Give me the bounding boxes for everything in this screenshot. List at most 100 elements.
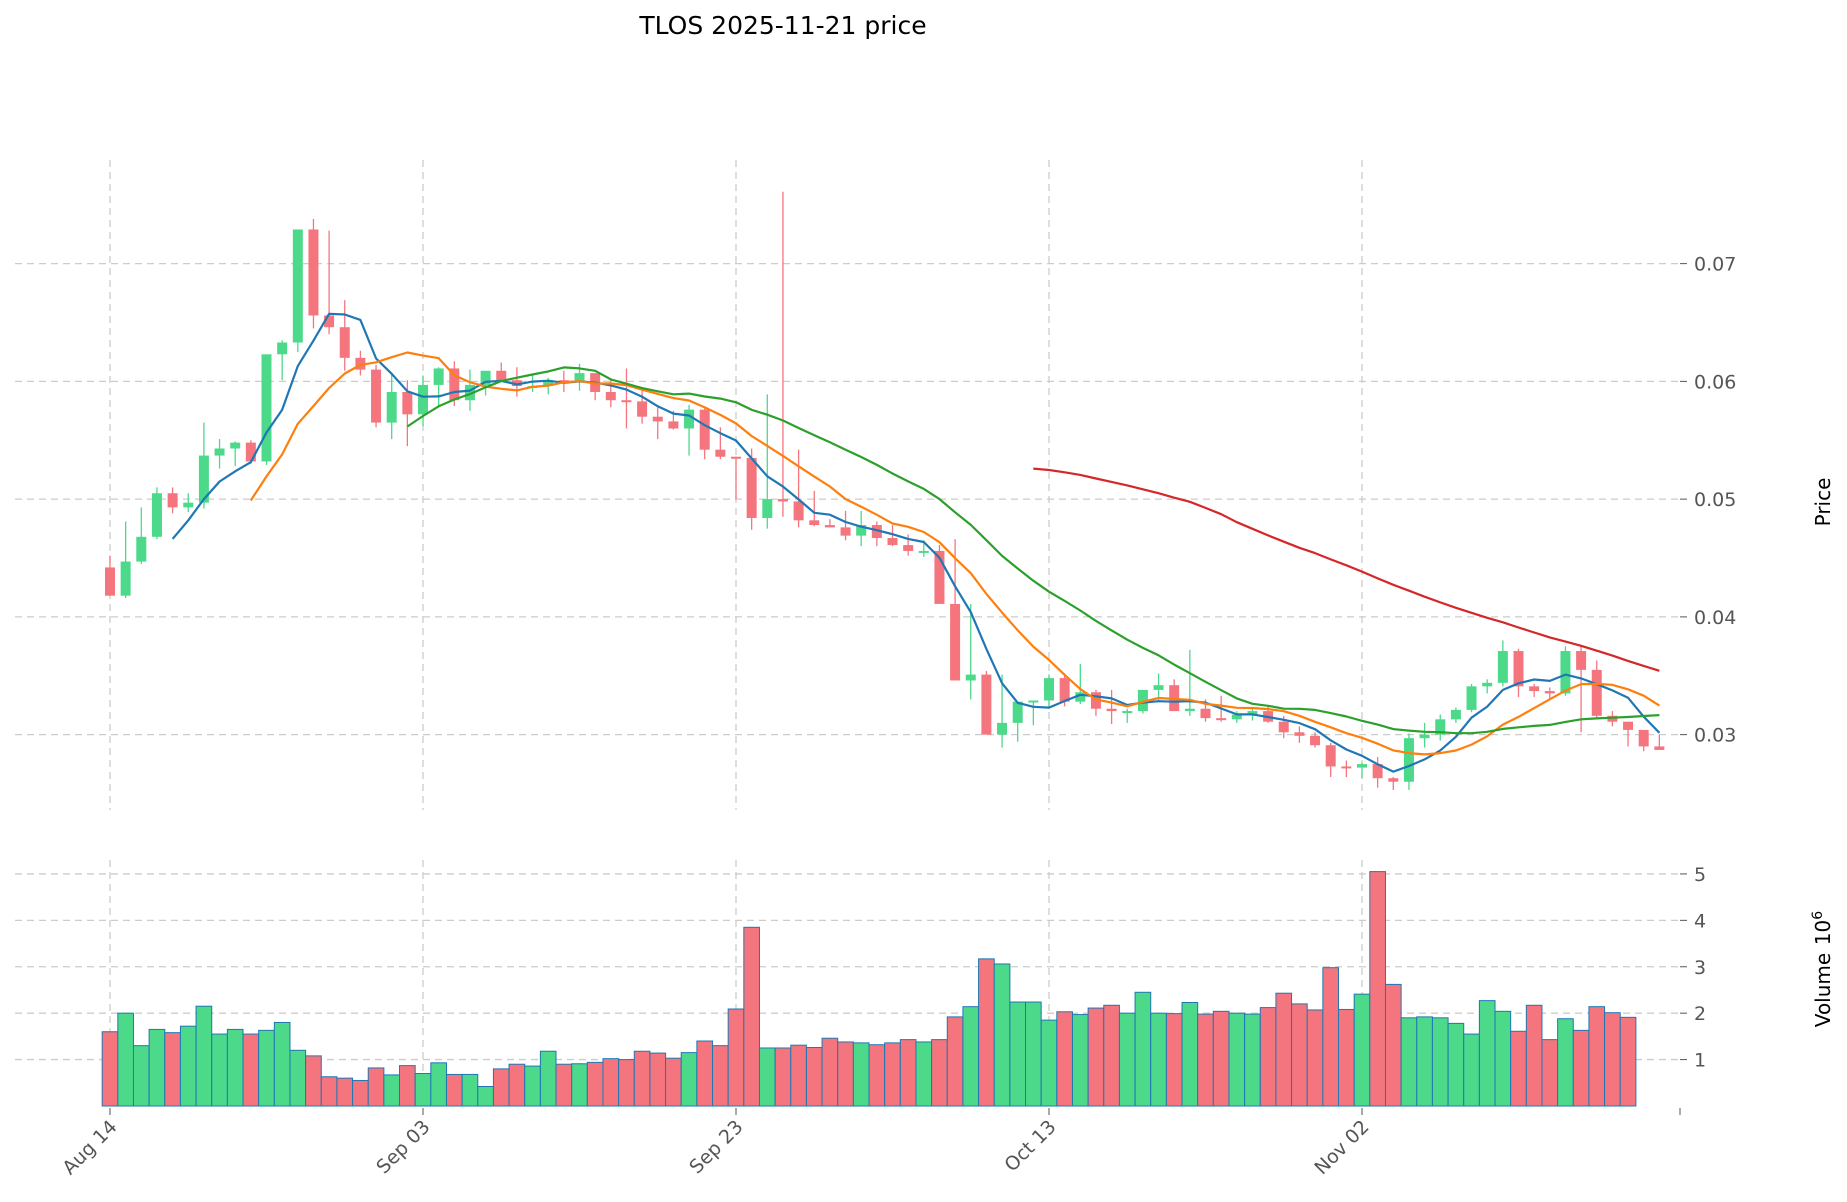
price-tick-label: 0.03 bbox=[1694, 725, 1736, 747]
candle-body bbox=[261, 354, 272, 462]
volume-tick-label: 5 bbox=[1694, 864, 1706, 886]
volume-bar bbox=[1181, 1001, 1199, 1107]
volume-bar bbox=[477, 1086, 494, 1107]
volume-bar bbox=[1463, 1033, 1480, 1107]
candle-body bbox=[230, 442, 241, 449]
volume-bar bbox=[727, 1008, 745, 1107]
volume-bar bbox=[367, 1067, 385, 1107]
volume-bar bbox=[1510, 1030, 1527, 1107]
volume-bar bbox=[1228, 1012, 1246, 1107]
candle-body bbox=[496, 370, 507, 381]
volume-bar bbox=[226, 1028, 244, 1107]
volume-bar bbox=[1197, 1013, 1214, 1107]
candle-body bbox=[1638, 729, 1649, 747]
volume-bar bbox=[430, 1062, 447, 1107]
candle-body bbox=[371, 369, 382, 423]
volume-bar bbox=[1353, 993, 1371, 1107]
candle-body bbox=[1482, 682, 1493, 687]
volume-bar bbox=[1494, 1010, 1512, 1107]
volume-bar bbox=[1306, 1009, 1324, 1107]
candle-body bbox=[1153, 685, 1164, 690]
candle-body bbox=[1560, 651, 1571, 694]
candle-body bbox=[621, 400, 632, 403]
volume-panel bbox=[101, 871, 1637, 1107]
volume-bar bbox=[383, 1074, 401, 1107]
candle-body bbox=[746, 457, 757, 518]
candle-body bbox=[887, 537, 898, 546]
volume-bar bbox=[618, 1059, 635, 1107]
candle-body bbox=[245, 442, 256, 462]
candle-body bbox=[1419, 734, 1430, 739]
candle-body bbox=[386, 391, 397, 423]
volume-bar bbox=[242, 1033, 260, 1107]
candle-body bbox=[1137, 689, 1148, 712]
candle-body bbox=[449, 368, 460, 401]
candle-body bbox=[1247, 711, 1258, 715]
candle-body bbox=[1497, 651, 1508, 683]
candle-body bbox=[1529, 686, 1540, 692]
volume-tick-label: 4 bbox=[1694, 910, 1706, 932]
volume-bar bbox=[273, 1021, 291, 1107]
volume-bar bbox=[1009, 1001, 1027, 1107]
volume-bar bbox=[148, 1028, 166, 1107]
volume-bar bbox=[211, 1033, 228, 1107]
candle-body bbox=[1310, 735, 1321, 746]
candle-body bbox=[856, 525, 867, 536]
candle-body bbox=[339, 327, 350, 358]
volume-bar bbox=[1431, 1017, 1449, 1107]
candle-body bbox=[1294, 732, 1305, 736]
candle-body bbox=[699, 409, 710, 450]
volume-bar bbox=[1400, 1017, 1418, 1107]
volume-tick-label: 1 bbox=[1694, 1050, 1706, 1072]
volume-bar bbox=[1572, 1029, 1590, 1107]
date-tick-label: Sep 03 bbox=[372, 1116, 434, 1178]
volume-bar bbox=[1338, 1008, 1355, 1107]
volume-bar bbox=[399, 1065, 416, 1107]
candle-body bbox=[136, 536, 147, 562]
volume-bar bbox=[1275, 992, 1293, 1107]
candle-body bbox=[871, 525, 882, 538]
volume-bar bbox=[1619, 1016, 1637, 1107]
volume-bar bbox=[1056, 1011, 1073, 1107]
ma-line-ma20 bbox=[406, 366, 1660, 735]
price-tick-label: 0.04 bbox=[1694, 607, 1736, 629]
candle-body bbox=[1403, 738, 1414, 782]
candle-body bbox=[668, 421, 679, 429]
price-tick-label: 0.07 bbox=[1694, 254, 1736, 276]
volume-bar bbox=[1525, 1004, 1543, 1107]
volume-bar bbox=[539, 1050, 557, 1107]
candle-body bbox=[824, 525, 835, 528]
candle-body bbox=[151, 493, 162, 537]
candle-body bbox=[1122, 711, 1133, 714]
candle-body bbox=[793, 501, 804, 521]
candle-body bbox=[198, 455, 209, 503]
volume-bar bbox=[1118, 1012, 1136, 1107]
candle-body bbox=[1450, 709, 1461, 720]
volume-bar bbox=[852, 1042, 870, 1107]
candle-body bbox=[1357, 764, 1367, 768]
candle-body bbox=[120, 561, 131, 596]
candle-body bbox=[1216, 718, 1227, 721]
candle-body bbox=[418, 384, 428, 415]
candle-body bbox=[1372, 764, 1383, 779]
volume-bar bbox=[132, 1045, 150, 1107]
volume-axis-label: Volume bbox=[1811, 953, 1835, 1027]
candle-body bbox=[605, 391, 616, 401]
volume-bar bbox=[680, 1052, 698, 1107]
volume-bar bbox=[1212, 1010, 1230, 1107]
candle-body bbox=[1184, 708, 1195, 712]
candle-body bbox=[464, 384, 475, 401]
price-tick-label: 0.05 bbox=[1694, 489, 1736, 511]
volume-bar bbox=[164, 1032, 181, 1107]
volume-bar bbox=[492, 1068, 510, 1107]
volume-bar bbox=[1557, 1018, 1574, 1107]
volume-bar bbox=[962, 1006, 980, 1107]
candle-body bbox=[1513, 651, 1524, 687]
volume-bar bbox=[665, 1057, 682, 1107]
candle-body bbox=[997, 722, 1008, 735]
price-tick-label: 0.06 bbox=[1694, 371, 1736, 393]
price-axis-label: Price bbox=[1811, 478, 1835, 527]
candle-body bbox=[1388, 778, 1399, 782]
candle-body bbox=[1623, 721, 1634, 730]
volume-bar bbox=[336, 1077, 354, 1107]
